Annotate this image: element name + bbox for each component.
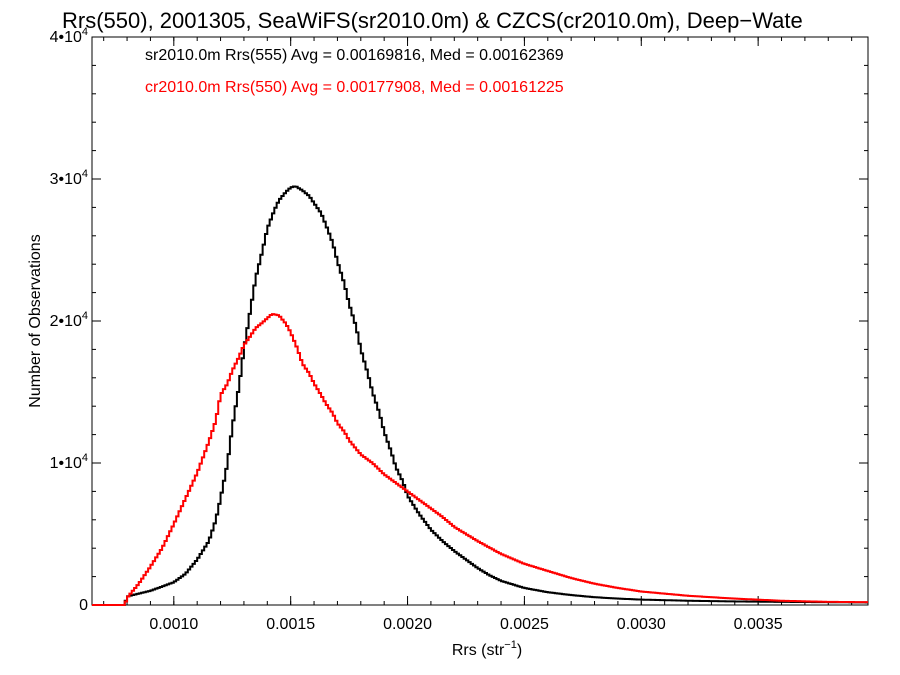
y-axis-ticks: 0 1•104 2•104 3•104 4•104 — [50, 26, 868, 614]
series-sr2010-rrs555-line — [92, 185, 868, 606]
y-tick-label: 0 — [79, 597, 88, 614]
x-axis-ticks: 0.0010 0.0015 0.0020 0.0025 0.0030 0.0035 — [103, 37, 853, 633]
y-axis-label: Number of Observations — [27, 234, 44, 407]
x-tick-label: 0.0035 — [734, 616, 783, 633]
y-tick-label: 4•104 — [50, 26, 88, 46]
y-tick-label: 3•104 — [50, 168, 88, 188]
x-tick-label: 0.0030 — [617, 616, 666, 633]
legend-entry-1: sr2010.0m Rrs(555) Avg = 0.00169816, Med… — [145, 47, 564, 64]
x-axis-label-text: Rrs (str — [452, 642, 505, 659]
x-tick-label: 0.0025 — [500, 616, 549, 633]
x-tick-label: 0.0020 — [383, 616, 432, 633]
plot-frame — [91, 36, 869, 606]
chart-title: Rrs(550), 2001305, SeaWiFS(sr2010.0m) & … — [62, 8, 803, 33]
y-tick-label: 1•104 — [50, 452, 88, 472]
x-axis-label: Rrs (str−1) — [452, 639, 522, 659]
series-layer — [92, 185, 868, 606]
x-axis-label-end: ) — [517, 642, 522, 659]
series-cr2010-rrs550-line — [92, 313, 868, 606]
legend-entry-2: cr2010.0m Rrs(550) Avg = 0.00177908, Med… — [145, 79, 564, 96]
x-tick-label: 0.0015 — [266, 616, 315, 633]
x-tick-label: 0.0010 — [149, 616, 198, 633]
y-tick-label: 2•104 — [50, 310, 88, 330]
x-axis-label-superscript: −1 — [504, 639, 517, 651]
